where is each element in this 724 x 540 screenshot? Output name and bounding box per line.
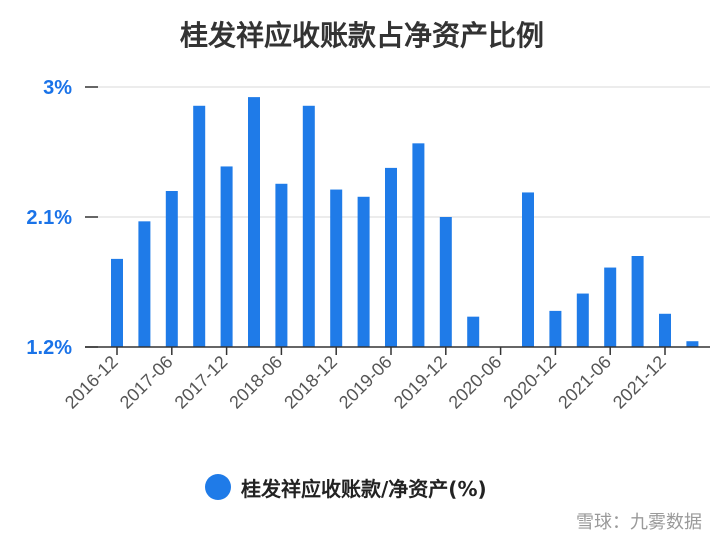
bar [412,143,425,347]
legend: 桂发祥应收账款/净资产(%) [205,472,487,502]
bar [604,267,617,347]
bar [138,221,151,347]
gridlines [85,86,710,348]
x-tick-labels: 2016-122017-062017-122018-062018-122019-… [61,352,670,413]
legend-marker [205,474,231,500]
y-tick-label: 1.2% [26,337,72,359]
x-tick-label: 2017-12 [171,352,232,413]
x-tick-label: 2020-06 [445,352,506,413]
bar [220,166,233,347]
bar [467,316,480,347]
bar [302,105,315,348]
bar-chart: 3%2.1%1.2% 2016-122017-062017-122018-062… [26,77,710,413]
axes [85,86,710,355]
bar [659,313,671,347]
watermark: 雪球：九雾数据 [576,512,702,533]
x-tick-label: 2020-12 [499,352,560,413]
bar [111,258,123,347]
bar [686,341,699,347]
bar [165,191,178,347]
x-tick-label: 2021-06 [554,352,615,413]
x-tick-label: 2021-12 [609,352,670,413]
y-tick-label: 3% [43,77,72,99]
bar [248,97,260,347]
x-tick-label: 2016-12 [61,352,122,413]
bars [111,97,699,348]
bar [576,293,589,347]
y-tick-label: 2.1% [26,207,72,229]
chart-title: 桂发祥应收账款占净资产比例 [179,19,544,52]
bar [439,217,452,347]
bar [631,256,644,347]
bar [330,189,343,347]
bar [385,167,397,347]
bar [522,192,534,347]
x-tick-label: 2019-12 [390,352,451,413]
bar [275,183,288,347]
bar [549,310,562,347]
x-tick-label: 2018-06 [225,352,286,413]
bar [193,105,206,348]
y-tick-labels: 3% 2.1% 1.2% [26,77,72,359]
x-tick-label: 2017-06 [116,352,177,413]
bar [357,196,370,347]
legend-label: 桂发祥应收账款/净资产(%) [241,476,487,501]
x-tick-label: 2018-12 [280,352,341,413]
x-tick-label: 2019-06 [335,352,396,413]
